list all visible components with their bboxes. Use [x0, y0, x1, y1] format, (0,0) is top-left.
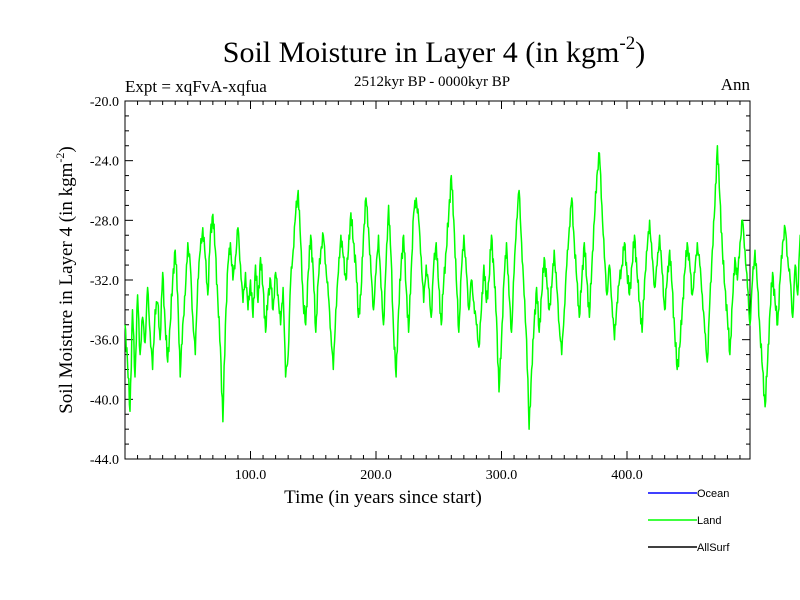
- y-tick-label: -44.0: [90, 453, 119, 468]
- legend-item-ocean: Ocean: [648, 488, 729, 500]
- y-tick-label: -32.0: [90, 274, 119, 289]
- chart-title: Soil Moisture in Layer 4 (in kgm-2): [223, 33, 645, 69]
- experiment-label: Expt = xqFvA-xqfua: [125, 77, 267, 96]
- legend-label-allsurf: AllSurf: [697, 542, 730, 554]
- y-tick-label: -40.0: [90, 393, 119, 408]
- x-axis: 100.0 200.0 300.0 400.0: [137, 101, 741, 483]
- x-tick-label: 200.0: [360, 468, 392, 483]
- legend-label-ocean: Ocean: [697, 488, 729, 500]
- series-line-land: [124, 145, 800, 430]
- y-tick-label: -36.0: [90, 334, 119, 349]
- season-label: Ann: [721, 75, 751, 94]
- y-tick-label: -28.0: [90, 214, 119, 229]
- y-axis: -20.0 -24.0 -28.0 -32.0 -36.0 -40.0 -44.0: [90, 95, 750, 468]
- y-tick-label: -24.0: [90, 155, 119, 170]
- legend: Ocean Land AllSurf: [648, 488, 730, 554]
- legend-item-allsurf: AllSurf: [648, 542, 730, 554]
- x-tick-label: 400.0: [611, 468, 643, 483]
- x-tick-label: 100.0: [235, 468, 267, 483]
- legend-item-land: Land: [648, 515, 721, 527]
- series-layer: [124, 145, 800, 430]
- legend-label-land: Land: [697, 515, 721, 527]
- x-axis-label: Time (in years since start): [284, 487, 482, 508]
- y-tick-label: -20.0: [90, 95, 119, 110]
- x-tick-label: 300.0: [486, 468, 518, 483]
- y-axis-label: Soil Moisture in Layer 4 (in kgm-2): [53, 146, 77, 414]
- time-range-label: 2512kyr BP - 0000kyr BP: [354, 74, 510, 90]
